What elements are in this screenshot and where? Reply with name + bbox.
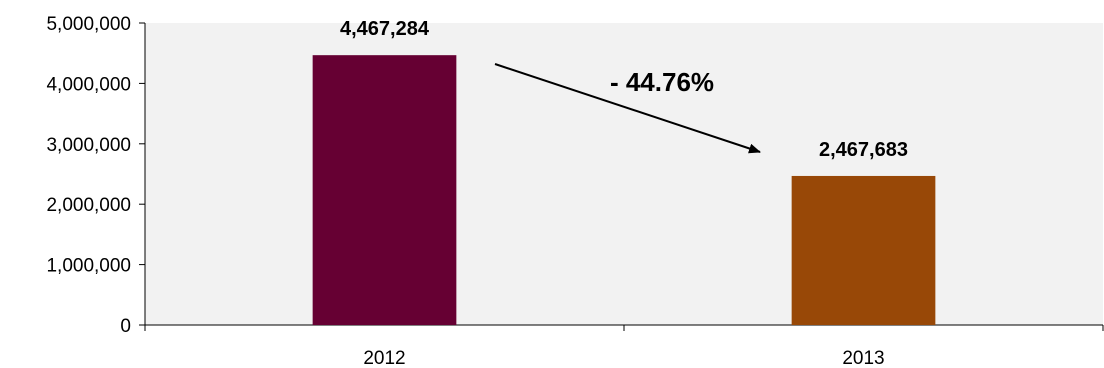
plot-area — [145, 23, 1103, 325]
x-tick-label: 2013 — [842, 348, 884, 368]
change-percent-label: - 44.76% — [610, 67, 714, 97]
y-tick-label: 2,000,000 — [46, 195, 131, 216]
y-tick-label: 4,000,000 — [46, 74, 131, 95]
bars: 4,467,284 2,467,683 — [312, 18, 936, 325]
bar — [312, 55, 457, 325]
data-label: 4,467,284 — [340, 18, 430, 40]
x-tick-label: 2012 — [363, 348, 405, 368]
data-label: 2,467,683 — [819, 139, 908, 161]
y-axis: 0 1,000,000 2,000,000 3,000,000 4,000,000 5,0… — [46, 14, 146, 337]
change-arrow — [494, 63, 761, 154]
y-tick-label: 5,000,000 — [46, 14, 131, 35]
bar — [791, 175, 936, 325]
x-axis: 2012 2013 — [144, 324, 1104, 368]
y-tick-label: 3,000,000 — [46, 135, 131, 156]
change-annotation: - 44.76% — [494, 63, 761, 154]
y-tick-label: 1,000,000 — [46, 256, 131, 277]
y-tick-label: 0 — [120, 316, 131, 337]
